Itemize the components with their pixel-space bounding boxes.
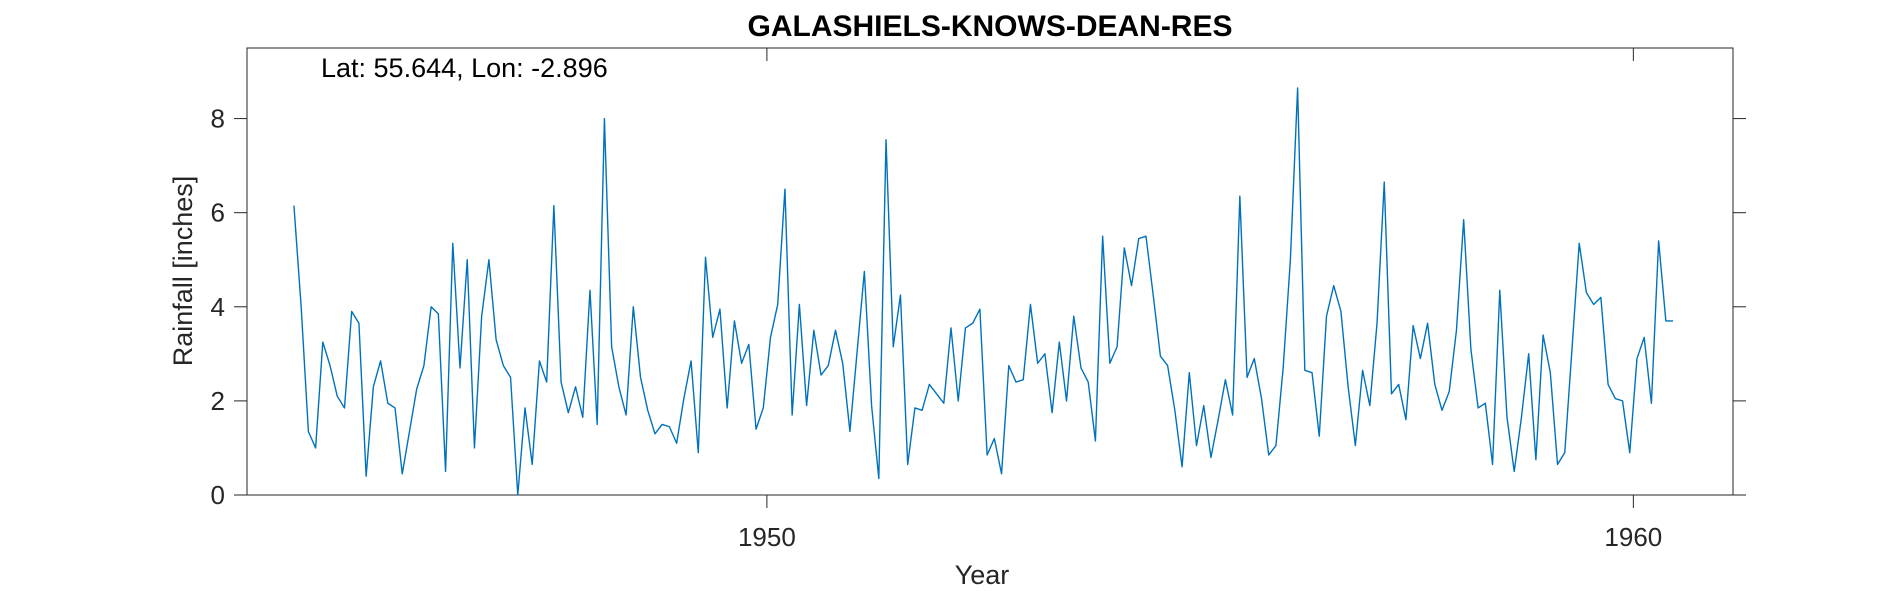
x-axis-label: Year <box>955 560 1010 590</box>
axes-box <box>246 47 1734 496</box>
y-tick-label: 2 <box>211 386 225 416</box>
y-tick-label: 4 <box>211 292 225 322</box>
rainfall-series-line <box>293 87 1674 496</box>
y-axis-label: Rainfall [inches] <box>168 176 198 367</box>
axis-ticks: 0 2 4 6 8 1950 1960 <box>211 48 1746 552</box>
x-tick-label: 1950 <box>738 522 796 552</box>
y-tick-label: 6 <box>211 198 225 228</box>
y-tick-label: 8 <box>211 104 225 134</box>
plot-area <box>246 47 1734 496</box>
x-tick-label: 1960 <box>1604 522 1662 552</box>
station-coordinates-annotation: Lat: 55.644, Lon: -2.896 <box>321 53 608 83</box>
y-tick-label: 0 <box>211 480 225 510</box>
chart-title: GALASHIELS-KNOWS-DEAN-RES <box>748 10 1233 43</box>
